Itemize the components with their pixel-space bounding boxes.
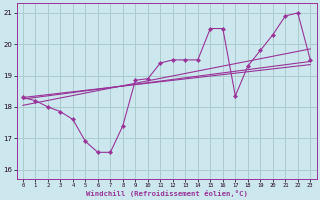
X-axis label: Windchill (Refroidissement éolien,°C): Windchill (Refroidissement éolien,°C) [86, 190, 248, 197]
